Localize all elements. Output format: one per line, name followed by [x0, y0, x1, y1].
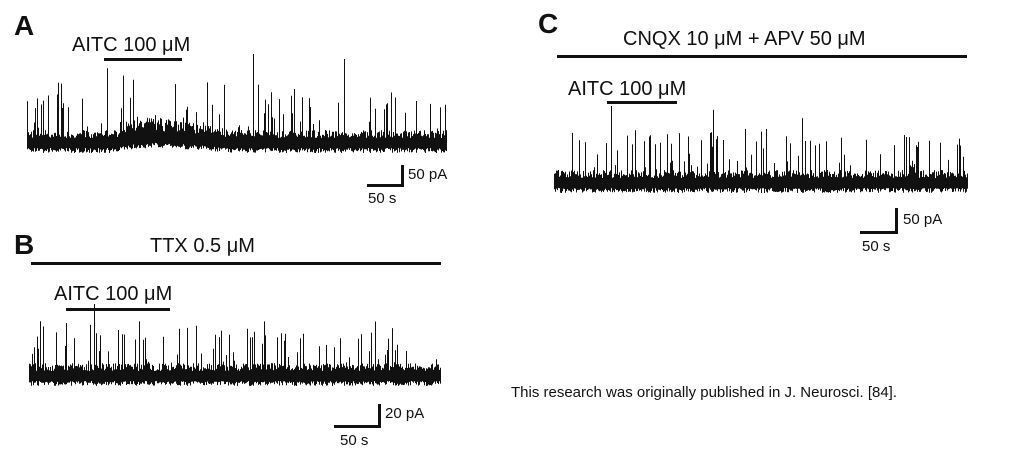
panel-c-condition-label: CNQX 10 μM + APV 50 μM: [623, 28, 866, 50]
panel-c-letter: C: [538, 8, 559, 39]
panel-c-condition-bar: [557, 55, 967, 58]
panel-a-scale-vertical: [401, 165, 404, 187]
panel-a-scale-y-label: 50 pA: [408, 166, 448, 183]
source-caption: This research was originally published i…: [511, 384, 898, 401]
panel-b-letter: B: [14, 229, 35, 260]
panel-a-scale-x-label: 50 s: [368, 190, 397, 207]
panel-b-condition-label: TTX 0.5 μM: [150, 235, 255, 257]
panel-a-letter: A: [14, 10, 35, 41]
panel-c-drug-bar: [607, 101, 677, 104]
panel-a-scale-horizontal: [367, 184, 404, 187]
panel-c-trace: [554, 106, 968, 193]
panel-c-scale-horizontal: [860, 231, 898, 234]
panel-c-scale-x-label: 50 s: [862, 238, 891, 255]
panel-c-scale-y-label: 50 pA: [903, 211, 943, 228]
panel-b-scale-horizontal: [334, 425, 381, 428]
current-trace-path: [554, 106, 968, 193]
panel-b-drug-bar: [66, 308, 170, 311]
panel-b-scale-y-label: 20 pA: [385, 405, 425, 422]
panel-a-drug-label: AITC 100 μM: [72, 34, 191, 56]
panel-a-drug-bar: [104, 58, 182, 61]
panel-b-drug-label: AITC 100 μM: [54, 283, 173, 305]
panel-b-trace: [29, 304, 441, 386]
panel-b-scale-vertical: [378, 404, 381, 428]
panel-c-scale-vertical: [895, 208, 898, 234]
panel-c-drug-label: AITC 100 μM: [568, 78, 687, 100]
current-trace-path: [27, 54, 447, 153]
panel-b-scale-x-label: 50 s: [340, 432, 369, 449]
panel-a-trace: [27, 54, 447, 153]
current-trace-path: [29, 304, 441, 386]
panel-b-condition-bar: [31, 262, 441, 265]
